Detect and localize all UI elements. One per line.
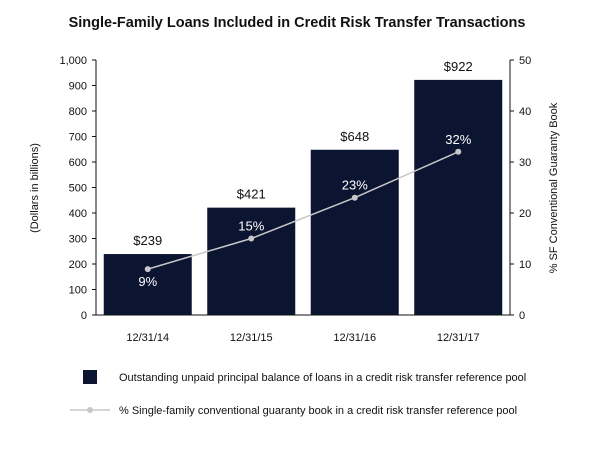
bar-value-label: $922 <box>444 59 473 74</box>
y-tick-label: 100 <box>69 285 87 297</box>
y-tick-label: 1,000 <box>59 55 87 67</box>
x-tick-label: 12/31/15 <box>230 332 273 344</box>
axes-group: 0 100 200 300 400 500 600 700 800 900 1,000 0 10 20 30… <box>59 55 531 344</box>
bar-value-label: $648 <box>340 129 369 144</box>
bar-value-label: $421 <box>237 187 266 202</box>
line-group <box>144 148 462 273</box>
bar-12-31-15 <box>207 207 296 315</box>
pct-value-label: 23% <box>342 178 368 193</box>
bar-12-31-14 <box>103 254 192 315</box>
legend-bar-label: Outstanding unpaid principal balance of … <box>119 372 526 384</box>
bar-12-31-16 <box>310 149 399 315</box>
y-tick-label: 700 <box>69 132 87 144</box>
y-axis-label: (Dollars in billions) <box>29 143 41 233</box>
pct-line <box>147 151 459 270</box>
y2-tick-label: 20 <box>519 208 531 220</box>
legend: Outstanding unpaid principal balance of … <box>70 370 526 417</box>
bar-group <box>103 79 503 315</box>
x-tick-label: 12/31/16 <box>333 332 376 344</box>
legend-line-label: % Single-family conventional guaranty bo… <box>119 405 517 417</box>
y2-tick-label: 40 <box>519 106 531 118</box>
y2-tick-label: 30 <box>519 157 531 169</box>
pct-point-12-31-14 <box>144 266 151 273</box>
legend-line-marker <box>87 407 93 413</box>
y-tick-label: 900 <box>69 81 87 93</box>
bar-value-label: $239 <box>133 233 162 248</box>
y-tick-label: 600 <box>69 157 87 169</box>
x-tick-label: 12/31/17 <box>437 332 480 344</box>
pct-point-12-31-16 <box>351 194 358 201</box>
x-tick-label: 12/31/14 <box>126 332 169 344</box>
y2-tick-label: 0 <box>519 310 525 322</box>
y-tick-label: 800 <box>69 106 87 118</box>
pct-value-label: 9% <box>138 274 157 289</box>
pct-value-label: 32% <box>445 132 471 147</box>
chart-title: Single-Family Loans Included in Credit R… <box>69 15 526 31</box>
pct-point-12-31-17 <box>455 148 462 155</box>
y-tick-label: 400 <box>69 208 87 220</box>
y2-tick-label: 50 <box>519 55 531 67</box>
y2-tick-label: 10 <box>519 259 531 271</box>
y-tick-label: 0 <box>81 310 87 322</box>
y2-axis-label: % SF Conventional Guaranty Book <box>548 102 560 273</box>
legend-bar-swatch <box>83 370 97 384</box>
y-tick-label: 200 <box>69 259 87 271</box>
y-tick-label: 300 <box>69 234 87 246</box>
bar-12-31-17 <box>414 79 503 315</box>
pct-point-12-31-15 <box>248 235 255 242</box>
label-group: $239 $421 $648 $922 9% 15% 23% 32% <box>133 59 472 289</box>
pct-value-label: 15% <box>238 219 264 234</box>
y-tick-label: 500 <box>69 183 87 195</box>
